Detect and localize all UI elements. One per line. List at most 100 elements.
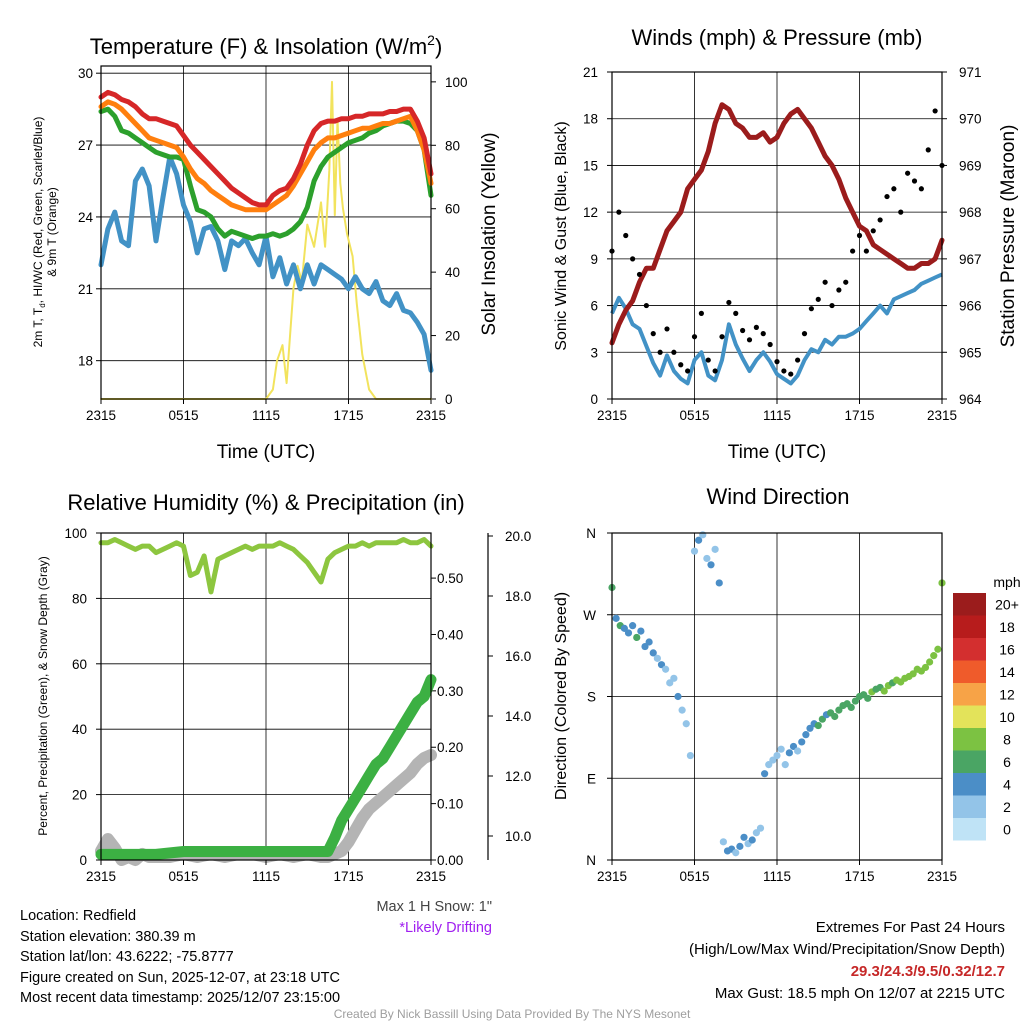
gust-point [918,186,924,192]
pressure-ytick-label: 968 [959,205,982,220]
gust-point [712,368,718,374]
precip-ytick-label: 0.10 [437,797,463,812]
gust-point [760,331,766,337]
colorbar-title: mph [993,574,1020,590]
colorbar-swatch [953,615,986,638]
wind-ylabel-right: Station Pressure (Maroon) [998,125,1019,348]
gust-point [678,362,684,368]
gust-point [905,170,911,176]
gust-point [774,359,780,365]
direction-point [637,627,645,635]
gust-point [671,349,677,355]
wind-ytick-label: 3 [590,345,598,360]
direction-xtick-label: 1715 [844,869,874,884]
pressure-ytick-label: 970 [959,112,982,127]
temp-ytick-label: 24 [78,210,94,225]
snow-ytick-label: 14.0 [505,709,531,724]
direction-point [748,836,756,844]
gust-point [911,178,918,184]
insolation-ytick-label: 100 [445,75,468,90]
direction-ytick-label: W [583,608,596,623]
direction-point [690,547,699,555]
max-gust: Max Gust: 18.5 mph On 12/07 at 2215 UTC [714,985,1005,1002]
gust-point [781,368,787,374]
direction-point [802,731,810,739]
rh-ytick-label: 60 [72,657,87,672]
wind-xtick-label: 2315 [597,408,627,423]
gust-point [657,349,663,355]
gust-point [898,209,904,215]
colorbar-swatch [953,818,986,841]
direction-point [831,712,839,721]
gust-point [822,279,828,285]
colorbar-label: 2 [1003,799,1011,815]
extremes-subtitle: (High/Low/Max Wind/Precipitation/Snow De… [689,941,1005,958]
direction-point [703,554,711,563]
gust-point [740,327,746,334]
direction-ytick-label: N [586,526,596,541]
colorbar-swatch [953,728,986,751]
direction-point [773,751,781,760]
direction-ytick-label: N [586,853,596,868]
extremes-box: Extremes For Past 24 Hours (High/Low/Max… [560,917,1005,1005]
colorbar-label: 0 [1003,821,1011,837]
gust-point [643,302,649,309]
gust-point [925,147,931,153]
direction-point [653,654,661,662]
temp-ytick-label: 27 [78,138,93,153]
gust-point [801,331,808,337]
temp-ytick-label: 18 [78,354,93,369]
gust-point [705,357,711,363]
precip-ytick-label: 0.30 [437,684,463,699]
gust-point [636,271,643,278]
direction-point [740,833,748,841]
direction-ylabel: Direction (Colored By Speed) [553,592,570,800]
rh-xtick-label: 0515 [168,869,198,884]
colorbar-swatch [953,638,986,661]
gust-point [664,326,670,332]
precip-ytick-label: 0.40 [437,627,463,642]
direction-point [798,738,806,746]
gust-point [870,228,876,234]
wind-ytick-label: 0 [590,392,598,407]
direction-point [645,638,653,646]
colorbar-swatch [953,750,986,773]
precip-ytick-label: 0.20 [437,740,463,755]
direction-ytick-label: E [587,771,596,786]
wind-ytick-label: 18 [583,112,598,127]
direction-point [921,663,930,672]
temp-xtick-label: 1115 [252,408,280,423]
insolation-ytick-label: 20 [445,329,460,344]
temp-ytick-label: 30 [78,66,93,81]
wind-xtick-label: 1715 [844,408,874,423]
series-temp_9m [98,99,434,213]
gust-point [685,368,691,374]
direction-point [814,721,822,730]
rh-xtick-label: 2315 [86,869,116,884]
direction-point [682,720,690,728]
temp-chart-title: Temperature (F) & Insolation (W/m2) [90,32,443,59]
snow-ytick-label: 18.0 [505,589,531,604]
insolation-ytick-label: 40 [445,265,460,280]
direction-point [732,849,740,857]
station-latlon: Station lat/lon: 43.6222; -75.8777 [20,949,234,965]
gust-point [746,337,753,343]
colorbar-label: 6 [1003,754,1011,770]
drifting-note: *Likely Drifting [399,919,492,936]
gust-point [650,331,656,337]
gust-point [863,248,869,254]
colorbar-swatch [953,705,986,728]
colorbar-label: 16 [999,641,1015,657]
figure-created: Figure created on Sun, 2025-12-07, at 23… [20,969,340,986]
gust-point [698,310,704,316]
extremes-values: 29.3/24.3/9.5/0.32/12.7 [850,963,1005,980]
wind-ytick-label: 21 [583,65,598,80]
direction-point [756,824,765,832]
gust-point [856,232,863,239]
wind-xtick-label: 0515 [679,408,709,423]
wind-chart-title: Winds (mph) & Pressure (mb) [632,25,923,50]
direction-point [612,614,620,622]
gust-point [630,256,636,262]
